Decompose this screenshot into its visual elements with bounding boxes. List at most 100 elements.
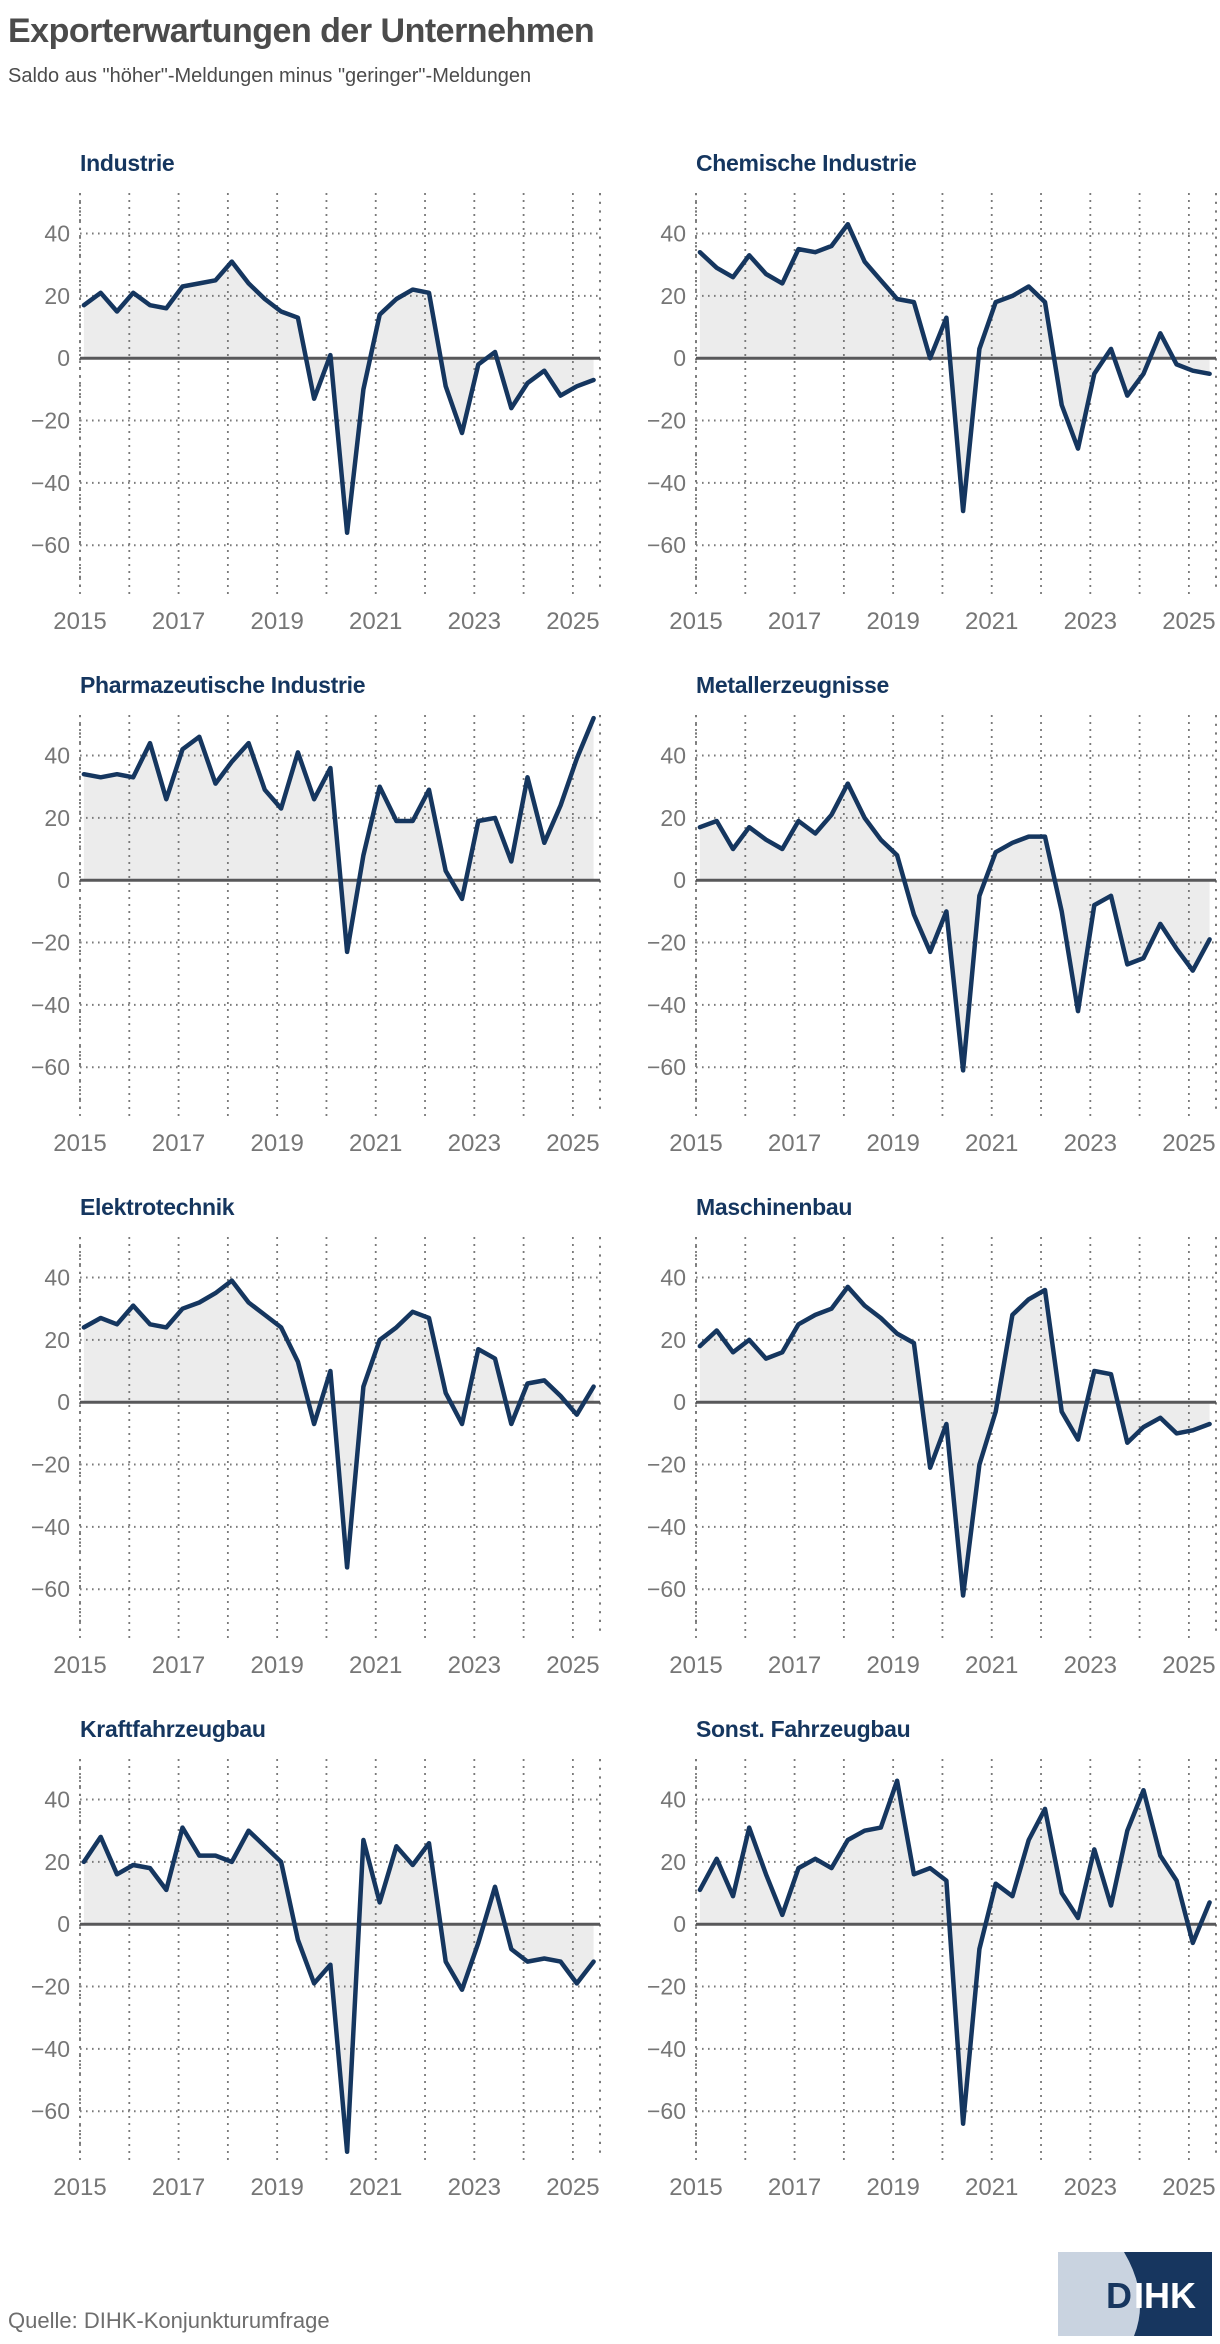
y-tick-label: −60 [647, 532, 686, 558]
chart-title: Pharmazeutische Industrie [80, 672, 366, 699]
series-area [699, 224, 1210, 512]
x-tick-label: 2023 [448, 608, 501, 635]
line-chart: 40 20 0 −20 −40 −60 2015 2017 2019 2021 2023 2025 [647, 715, 1217, 1157]
x-tick-label: 2019 [867, 2174, 920, 2201]
chart-title: Industrie [80, 150, 175, 177]
y-tick-label: 20 [660, 805, 686, 831]
x-tick-label: 2017 [768, 2174, 821, 2201]
x-tick-label: 2015 [53, 1652, 106, 1679]
series-line [81, 715, 596, 955]
x-tick-label: 2017 [768, 1130, 821, 1157]
line-chart: 40 20 0 −20 −40 −60 2015 2017 2019 2021 2023 2025 [31, 715, 601, 1157]
x-tick-label: 2025 [1162, 2174, 1215, 2201]
chart-title: Maschinenbau [696, 1194, 853, 1221]
y-tick-label: 40 [44, 1787, 70, 1813]
page-title: Exporterwartungen der Unternehmen [8, 12, 595, 50]
line-chart: 40 20 0 −20 −40 −60 2015 2017 2019 2021 2023 2025 [647, 1759, 1217, 2201]
series-line [81, 1825, 596, 2155]
x-tick-label: 2015 [53, 1130, 106, 1157]
chart-sonst-fahrzeugbau: Sonst. Fahrzeugbau 40 20 0 −20 −40 −60 2015 201… [646, 1716, 1220, 2209]
x-tick-label: 2021 [965, 1130, 1018, 1157]
series-area [699, 783, 1210, 1071]
series-line [81, 259, 596, 536]
x-tick-label: 2019 [867, 1652, 920, 1679]
y-tick-label: 20 [660, 283, 686, 309]
y-tick-label: −20 [647, 1974, 686, 2000]
source-note: Quelle: DIHK-Konjunkturumfrage [8, 2308, 330, 2333]
chart-title: Sonst. Fahrzeugbau [696, 1716, 911, 1743]
y-tick-label: −20 [31, 1452, 70, 1478]
chart-title: Chemische Industrie [696, 150, 917, 177]
series-line [697, 1284, 1212, 1598]
x-tick-label: 2021 [965, 1652, 1018, 1679]
x-tick-label: 2019 [251, 1130, 304, 1157]
line-chart: 40 20 0 −20 −40 −60 2015 2017 2019 2021 2023 2025 [31, 1759, 601, 2201]
y-tick-label: 0 [673, 867, 686, 893]
dihk-logo: D IHK [1058, 2252, 1212, 2336]
x-tick-label: 2023 [448, 1130, 501, 1157]
series-line [697, 781, 1212, 1073]
y-tick-label: −40 [647, 1514, 686, 1540]
y-tick-label: 20 [44, 805, 70, 831]
x-tick-label: 2019 [867, 1130, 920, 1157]
x-tick-label: 2025 [1162, 608, 1215, 635]
y-tick-label: 0 [673, 345, 686, 371]
y-tick-label: −60 [31, 1054, 70, 1080]
x-tick-label: 2025 [546, 2174, 599, 2201]
y-tick-label: −20 [31, 1974, 70, 2000]
x-tick-label: 2017 [152, 1130, 205, 1157]
y-tick-label: −60 [647, 2098, 686, 2124]
x-tick-label: 2023 [448, 2174, 501, 2201]
y-tick-label: −40 [647, 470, 686, 496]
page-subtitle: Saldo aus "höher"-Meldungen minus "gerin… [8, 65, 532, 88]
series-area [699, 1780, 1210, 2124]
y-tick-label: 40 [44, 221, 70, 247]
line-chart: 40 20 0 −20 −40 −60 2015 2017 2019 2021 2023 2025 [647, 193, 1217, 635]
x-tick-label: 2017 [768, 1652, 821, 1679]
y-tick-label: −20 [647, 408, 686, 434]
logo-arc-shape [1058, 2252, 1141, 2336]
y-tick-label: 20 [44, 283, 70, 309]
x-tick-label: 2019 [251, 2174, 304, 2201]
x-tick-label: 2017 [152, 608, 205, 635]
x-tick-label: 2015 [669, 2174, 722, 2201]
x-tick-label: 2025 [546, 608, 599, 635]
series-area [83, 1827, 594, 2152]
x-tick-label: 2017 [768, 608, 821, 635]
y-tick-label: 40 [660, 743, 686, 769]
series-area [83, 1280, 594, 1568]
y-tick-label: −60 [647, 1054, 686, 1080]
y-tick-label: 40 [660, 221, 686, 247]
series-line [697, 222, 1212, 514]
series-line [697, 1778, 1212, 2127]
chart-industrie: Industrie 40 20 0 −20 −40 −60 2015 2017 2019 2021… [30, 150, 610, 643]
chart-pharmazeutische-industrie: Pharmazeutische Industrie 40 20 0 −20 −40 −60… [30, 672, 610, 1165]
x-tick-label: 2023 [1064, 608, 1117, 635]
y-tick-label: 40 [660, 1787, 686, 1813]
x-tick-label: 2021 [349, 608, 402, 635]
y-tick-label: −60 [31, 1576, 70, 1602]
y-tick-label: 20 [44, 1849, 70, 1875]
chart-title: Kraftfahrzeugbau [80, 1716, 266, 1743]
chart-title: Elektrotechnik [80, 1194, 235, 1221]
series-area [699, 1286, 1210, 1596]
y-tick-label: −40 [31, 992, 70, 1018]
x-tick-label: 2021 [965, 2174, 1018, 2201]
chart-title: Metallerzeugnisse [696, 672, 890, 699]
y-tick-label: −20 [31, 930, 70, 956]
line-chart: 40 20 0 −20 −40 −60 2015 2017 2019 2021 2023 2025 [647, 1237, 1217, 1679]
x-tick-label: 2019 [867, 608, 920, 635]
x-tick-label: 2015 [669, 608, 722, 635]
chart-elektrotechnik: Elektrotechnik 40 20 0 −20 −40 −60 2015 2017 201… [30, 1194, 610, 1687]
x-tick-label: 2025 [1162, 1130, 1215, 1157]
charts-grid: Industrie 40 20 0 −20 −40 −60 2015 2017 2019 2021… [30, 150, 1220, 2209]
x-tick-label: 2015 [53, 608, 106, 635]
y-tick-label: −60 [31, 2098, 70, 2124]
y-tick-label: −20 [647, 1452, 686, 1478]
x-tick-label: 2017 [152, 1652, 205, 1679]
y-tick-label: 20 [660, 1327, 686, 1353]
x-tick-label: 2025 [546, 1652, 599, 1679]
series-line [81, 1278, 596, 1570]
y-tick-label: −40 [647, 992, 686, 1018]
x-tick-label: 2021 [349, 2174, 402, 2201]
